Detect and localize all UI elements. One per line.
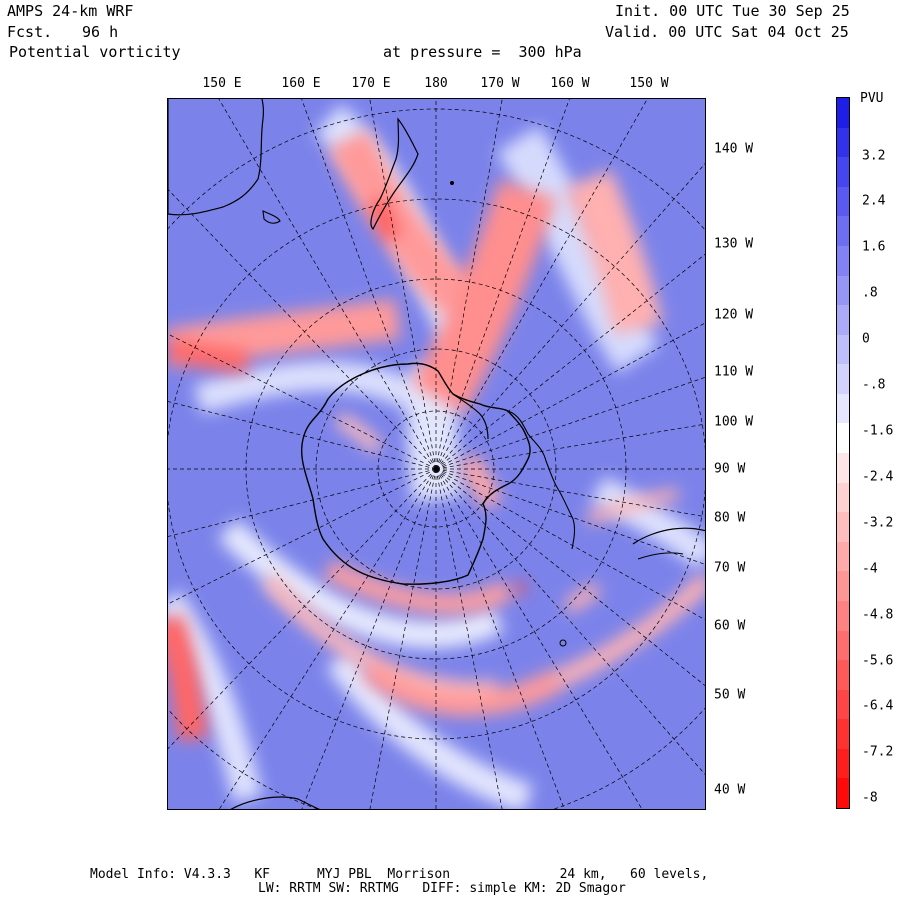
colorbar-swatch	[837, 541, 849, 573]
lon-label-120w: 120 W	[714, 307, 754, 323]
colorbar-tick-label: .8	[862, 285, 878, 301]
colorbar-swatch	[837, 719, 849, 751]
forecast-hour: 96 h	[82, 23, 119, 41]
colorbar-tick-label: -5.6	[862, 653, 894, 669]
pressure-level: at pressure = 300 hPa	[383, 43, 582, 61]
colorbar-tick-label: -6.4	[862, 698, 894, 714]
field-name: Potential vorticity	[9, 43, 181, 61]
colorbar-tick-label: -.8	[862, 377, 886, 393]
lon-label-40w: 40 W	[714, 782, 746, 798]
colorbar-swatch	[837, 216, 849, 248]
colorbar-swatch	[837, 98, 849, 130]
lon-label-100w: 100 W	[714, 414, 754, 430]
colorbar-swatch	[837, 571, 849, 603]
lon-label-170w: 170 W	[480, 76, 520, 91]
colorbar-tick-label: -8	[862, 790, 878, 806]
lon-label-60w: 60 W	[714, 618, 746, 634]
colorbar-swatch	[837, 689, 849, 721]
colorbar-swatch	[837, 660, 849, 692]
lon-label-170e: 170 E	[351, 76, 391, 91]
colorbar-swatch	[837, 630, 849, 662]
model-title: AMPS 24-km WRF	[7, 2, 134, 20]
lon-label-150w: 150 W	[629, 76, 669, 91]
colorbar-tick-label: -1.6	[862, 423, 894, 439]
init-time: Init. 00 UTC Tue 30 Sep 25	[615, 2, 850, 20]
colorbar-swatch	[837, 186, 849, 218]
colorbar-swatch	[837, 393, 849, 425]
colorbar-swatch	[837, 748, 849, 780]
lon-label-130w: 130 W	[714, 236, 754, 252]
colorbar-swatch	[837, 305, 849, 337]
lon-label-180: 180	[424, 76, 448, 91]
colorbar-swatch	[837, 778, 849, 808]
lon-label-90w: 90 W	[714, 461, 746, 477]
colorbar-tick-label: -4	[862, 561, 878, 577]
colorbar-swatch	[837, 512, 849, 544]
model-info-line1: Model Info: V4.3.3 KF MYJ PBL Morrison 2…	[90, 867, 709, 882]
colorbar-swatch	[837, 127, 849, 159]
colorbar-swatch	[837, 275, 849, 307]
colorbar-tick-label: -2.4	[862, 469, 894, 485]
colorbar-swatch	[837, 600, 849, 632]
coastlines	[168, 99, 705, 809]
lon-label-70w: 70 W	[714, 560, 746, 576]
colorbar-swatch	[837, 453, 849, 485]
graticule	[168, 99, 705, 809]
pv-negative-bands	[168, 128, 705, 741]
pv-map[interactable]	[167, 98, 706, 810]
lon-label-140w: 140 W	[714, 141, 754, 157]
colorbar-tick-label: 0	[862, 331, 870, 347]
colorbar-swatch	[837, 482, 849, 514]
colorbar-tick-label: -7.2	[862, 744, 894, 760]
colorbar-tick-label: -3.2	[862, 515, 894, 531]
colorbar-swatch	[837, 423, 849, 455]
colorbar-swatch	[837, 334, 849, 366]
lon-label-160e: 160 E	[281, 76, 321, 91]
lon-label-110w: 110 W	[714, 364, 754, 380]
colorbar	[836, 97, 850, 809]
colorbar-tick-label: 2.4	[862, 193, 886, 209]
lon-label-160w: 160 W	[550, 76, 590, 91]
colorbar-tick-label: 3.2	[862, 148, 886, 164]
valid-time: Valid. 00 UTC Sat 04 Oct 25	[605, 23, 849, 41]
lon-label-150e: 150 E	[202, 76, 242, 91]
forecast-label: Fcst.	[7, 23, 53, 41]
colorbar-tick-label: -4.8	[862, 607, 894, 623]
colorbar-swatch	[837, 157, 849, 189]
model-info-line2: LW: RRTM SW: RRTMG DIFF: simple KM: 2D S…	[258, 881, 626, 896]
colorbar-swatch	[837, 245, 849, 277]
colorbar-unit: PVU	[860, 91, 884, 106]
lon-label-80w: 80 W	[714, 510, 746, 526]
lon-label-50w: 50 W	[714, 687, 746, 703]
colorbar-swatch	[837, 364, 849, 396]
pv-field-svg	[168, 99, 705, 809]
colorbar-tick-label: 1.6	[862, 239, 886, 255]
